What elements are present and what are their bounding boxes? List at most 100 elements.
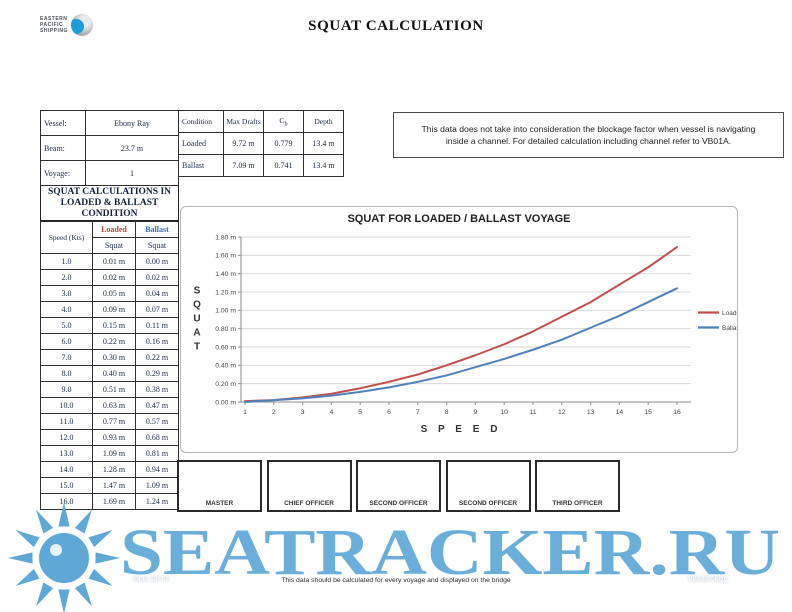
sun-disc [39, 533, 89, 583]
x-tick-label: 2 [272, 409, 276, 416]
vessel-value: Ebony Ray [85, 110, 179, 136]
signature-box-second-officer-1: SECOND OFFICER [356, 460, 441, 512]
sun-icon [8, 502, 120, 612]
x-tick-label: 14 [616, 409, 624, 416]
x-tick-label: 13 [587, 409, 595, 416]
table-row: 1.0 0.01 m 0.00 m [40, 253, 179, 270]
cb-main: C [279, 115, 285, 125]
ballast-squat-cell: 0.16 m [135, 333, 179, 350]
table-row: Condition Max Drafts Cb Depth [178, 110, 344, 133]
speed-cell: 14.0 [40, 461, 93, 478]
signature-row: MASTER CHIEF OFFICER SECOND OFFICER SECO… [177, 460, 620, 512]
condition-cell: Ballast [178, 154, 224, 177]
ballast-squat-cell: 0.94 m [135, 461, 179, 478]
depth-header: Depth [303, 110, 344, 133]
table-row: 8.0 0.40 m 0.29 m [40, 365, 179, 382]
speed-cell: 10.0 [40, 397, 93, 414]
ballast-squat-subheader: Squat [135, 237, 179, 254]
signature-label: SECOND OFFICER [369, 500, 428, 507]
table-row: Speed (Kts) Loaded Ballast [40, 221, 179, 254]
legend-label: Ballast [722, 325, 737, 332]
loaded-squat-cell: 1.69 m [92, 493, 136, 510]
max-draft-cell: 7.09 m [223, 154, 264, 177]
footer-doc-ref: VB04B-06/16 [688, 576, 728, 583]
speed-cell: 3.0 [40, 285, 93, 302]
logo-line: EASTERN [40, 16, 68, 22]
sun-ray [58, 589, 70, 612]
sun-ray [15, 530, 40, 548]
loaded-squat-cell: 0.09 m [92, 301, 136, 318]
ballast-squat-cell: 0.68 m [135, 429, 179, 446]
logo-line: PACIFIC [40, 22, 64, 28]
x-tick-label: 4 [330, 409, 334, 416]
loaded-squat-cell: 0.05 m [92, 285, 136, 302]
y-axis-title-letter: Q [193, 300, 201, 311]
signature-label: MASTER [205, 500, 234, 507]
voyage-value: 1 [85, 160, 179, 186]
table-row: 9.0 0.51 m 0.38 m [40, 381, 179, 398]
eps-logo-text: EASTERN PACIFIC SHIPPING [40, 16, 68, 34]
y-tick-label: 0.40 m [215, 363, 236, 370]
signature-box-master: MASTER [177, 460, 262, 512]
loaded-column-header: Loaded [92, 221, 136, 238]
loaded-squat-cell: 0.51 m [92, 381, 136, 398]
speed-cell: 15.0 [40, 477, 93, 494]
sun-ray [36, 509, 54, 534]
speed-column-header: Speed (Kts) [40, 221, 93, 254]
table-row: 14.0 1.28 m 0.94 m [40, 461, 179, 478]
series-line-loaded [244, 246, 678, 403]
loaded-squat-cell: 0.30 m [92, 349, 136, 366]
signature-label: SECOND OFFICER [458, 500, 518, 507]
table-row: 11.0 0.77 m 0.57 m [40, 413, 179, 430]
sun-ray [74, 582, 92, 607]
x-tick-label: 15 [644, 409, 652, 416]
table-row: 16.0 1.69 m 1.24 m [40, 493, 179, 510]
sun-ray [8, 552, 33, 564]
loaded-squat-cell: 0.02 m [92, 269, 136, 286]
sun-highlight [50, 544, 62, 556]
speed-cell: 5.0 [40, 317, 93, 334]
y-tick-label: 0.60 m [215, 344, 236, 351]
table-row: 2.0 0.02 m 0.02 m [40, 269, 179, 286]
y-tick-label: 1.80 m [215, 234, 236, 241]
voyage-label: Voyage: [40, 160, 86, 186]
ballast-squat-cell: 0.57 m [135, 413, 179, 430]
y-tick-label: 1.00 m [215, 308, 236, 315]
table-row: 4.0 0.09 m 0.07 m [40, 301, 179, 318]
loaded-squat-cell: 0.01 m [92, 253, 136, 270]
table-row: 12.0 0.93 m 0.68 m [40, 429, 179, 446]
ballast-squat-cell: 0.02 m [135, 269, 179, 286]
table-row: Vessel: Ebony Ray [40, 110, 179, 136]
speed-cell: 12.0 [40, 429, 93, 446]
condition-cell: Loaded [178, 132, 224, 155]
speed-cell: 13.0 [40, 445, 93, 462]
speed-cell: 7.0 [40, 349, 93, 366]
y-tick-label: 1.20 m [215, 289, 236, 296]
loaded-squat-cell: 0.77 m [92, 413, 136, 430]
footer-file-ref: FILE: ER 07 [133, 576, 170, 583]
chart-title: SQUAT FOR LOADED / BALLAST VOYAGE [347, 213, 571, 225]
beam-value: 23.7 m [85, 135, 179, 161]
speed-cell: 1.0 [40, 253, 93, 270]
y-tick-label: 0.20 m [215, 381, 236, 388]
loaded-squat-cell: 1.09 m [92, 445, 136, 462]
x-tick-label: 3 [301, 409, 305, 416]
eps-logo: EASTERN PACIFIC SHIPPING [40, 14, 93, 36]
loaded-squat-cell: 0.15 m [92, 317, 136, 334]
cb-cell: 0.779 [263, 132, 304, 155]
squat-table-title: SQUAT CALCULATIONS IN LOADED & BALLAST C… [40, 185, 179, 221]
squat-chart: SQUAT FOR LOADED / BALLAST VOYAGE 0.00 m… [180, 206, 738, 453]
max-draft-cell: 9.72 m [223, 132, 264, 155]
table-row: 6.0 0.22 m 0.16 m [40, 333, 179, 350]
cb-cell: 0.741 [263, 154, 304, 177]
signature-box-second-officer-2: SECOND OFFICER [445, 460, 531, 512]
table-row: 10.0 0.63 m 0.47 m [40, 397, 179, 414]
condition-table: Condition Max Drafts Cb Depth Loaded 9.7… [178, 110, 344, 177]
cb-header: Cb [263, 110, 304, 133]
ballast-squat-cell: 1.09 m [135, 477, 179, 494]
cb-sub: b [284, 120, 288, 128]
note-text: This data does not take into considerati… [421, 124, 756, 146]
y-tick-label: 0.80 m [215, 326, 236, 333]
